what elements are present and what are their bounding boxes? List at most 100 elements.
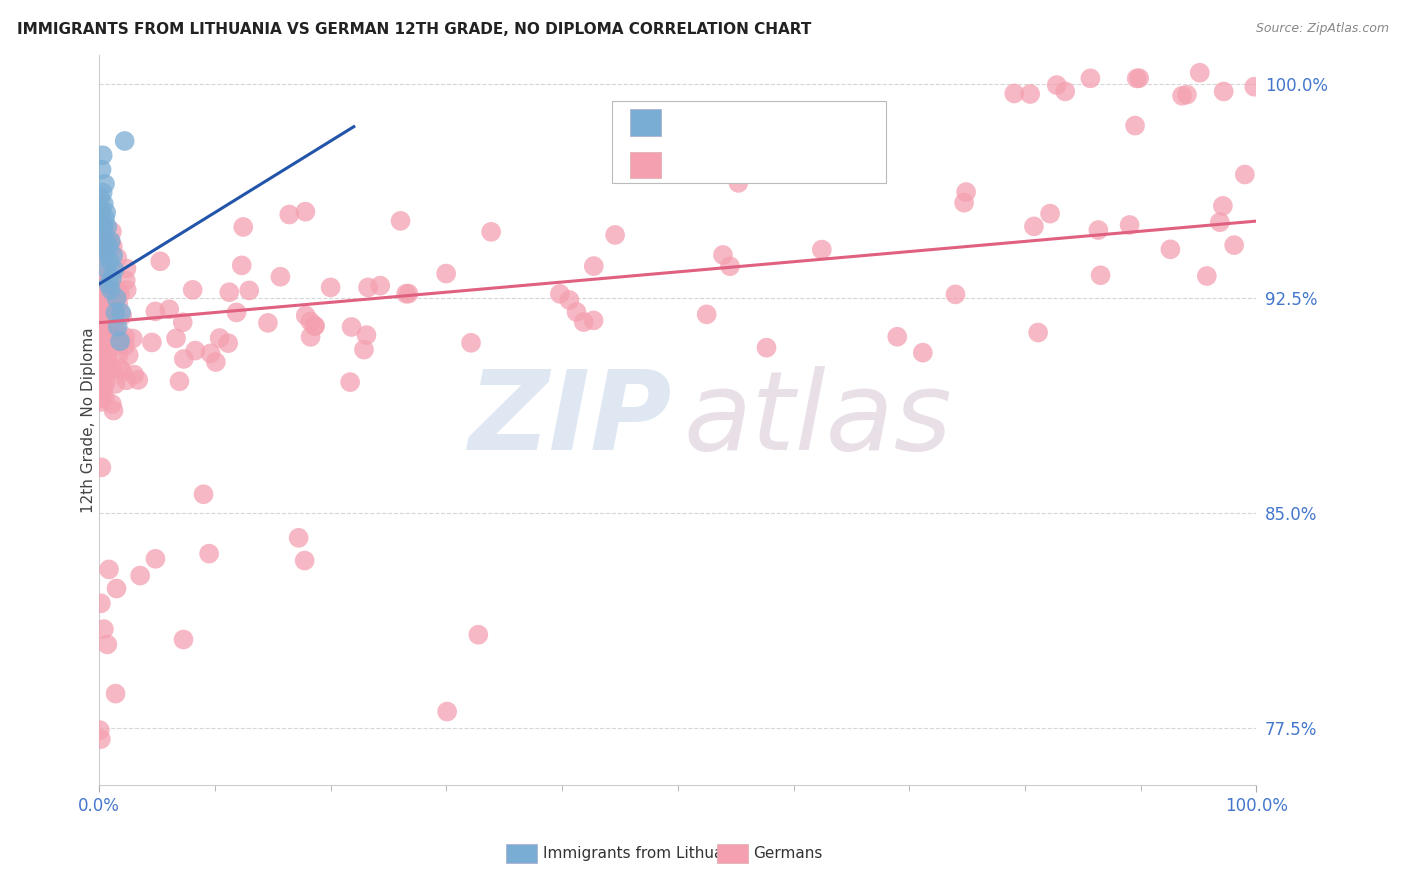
Point (696, 307, 718, 321)
Point (1188, 66, 1211, 80)
Point (1243, 79, 1265, 94)
Point (89, 380, 111, 394)
Point (89, 290, 111, 304)
Point (304, 318, 326, 333)
Point (193, 487, 215, 501)
Point (727, 176, 749, 190)
Point (886, 330, 908, 344)
Point (582, 313, 605, 327)
Point (93, 243, 115, 257)
Point (101, 239, 124, 253)
Point (101, 397, 124, 411)
Point (94, 211, 117, 226)
Point (96, 262, 118, 277)
Point (93, 328, 115, 343)
Point (299, 314, 322, 328)
Point (98, 324, 121, 338)
Point (143, 304, 166, 318)
Point (91, 360, 114, 375)
Point (389, 214, 412, 228)
Point (181, 283, 204, 297)
Point (100, 283, 122, 297)
Point (91, 249, 114, 263)
Point (114, 330, 136, 344)
Point (1118, 218, 1140, 232)
Point (105, 291, 128, 305)
Point (114, 273, 136, 287)
Point (294, 309, 316, 323)
Point (479, 225, 502, 239)
Point (96, 312, 118, 326)
Point (1159, 243, 1181, 257)
Point (89, 191, 111, 205)
Point (89, 301, 111, 316)
Point (356, 328, 378, 343)
Point (93, 285, 115, 299)
Point (89, 310, 111, 325)
Point (368, 278, 391, 293)
Point (91, 186, 114, 200)
Point (339, 375, 361, 389)
Point (122, 368, 145, 382)
Point (1080, 71, 1102, 86)
Point (90, 392, 112, 406)
Point (398, 286, 420, 301)
Point (101, 334, 124, 349)
Point (105, 251, 128, 265)
Point (90, 351, 112, 366)
Point (96, 311, 118, 326)
Point (93, 284, 115, 298)
Point (108, 337, 131, 351)
Point (1209, 215, 1232, 229)
Point (1175, 87, 1198, 102)
Point (90, 309, 112, 323)
Point (1087, 223, 1109, 237)
Point (149, 254, 172, 268)
Point (97, 240, 120, 254)
Point (91, 279, 114, 293)
Point (104, 288, 127, 302)
Point (90, 306, 112, 320)
Point (1212, 199, 1234, 213)
Point (114, 339, 136, 353)
Text: atlas: atlas (683, 367, 952, 474)
Point (91, 227, 114, 241)
Point (98, 254, 121, 268)
Point (115, 373, 138, 387)
Point (911, 345, 934, 359)
Point (96, 637, 118, 651)
Point (90, 312, 112, 326)
Point (1054, 84, 1077, 98)
Point (107, 320, 129, 334)
Point (91, 330, 114, 344)
Point (1022, 219, 1045, 234)
Point (269, 269, 291, 284)
Point (1171, 88, 1194, 103)
Point (711, 248, 734, 262)
Point (1223, 238, 1246, 252)
Point (91, 306, 114, 320)
Point (294, 553, 316, 567)
Point (558, 293, 581, 307)
Point (89, 395, 111, 409)
Point (94, 177, 117, 191)
Point (434, 267, 457, 281)
Point (97, 329, 120, 343)
Point (94, 390, 117, 404)
Point (96, 301, 118, 316)
Point (205, 355, 228, 369)
Point (91, 148, 114, 162)
Point (93, 280, 115, 294)
Point (91, 349, 114, 363)
Point (100, 234, 122, 248)
Point (108, 361, 131, 376)
Point (115, 283, 138, 297)
Point (91, 293, 114, 308)
Point (299, 330, 322, 344)
Point (114, 134, 136, 148)
Point (104, 309, 127, 323)
Point (108, 286, 131, 301)
Point (198, 547, 221, 561)
Point (91, 226, 114, 240)
Point (218, 285, 240, 300)
